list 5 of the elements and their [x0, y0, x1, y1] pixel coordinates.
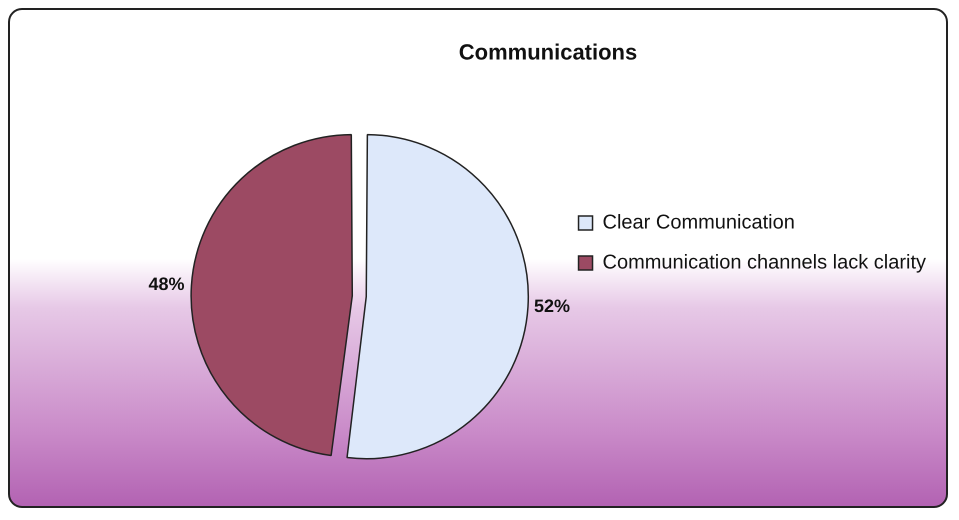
- data-label: 48%: [148, 274, 185, 294]
- chart-title: Communications: [458, 39, 638, 64]
- legend-label: Communication channels lack clarity: [602, 252, 926, 274]
- legend-label: Clear Communication: [602, 212, 795, 234]
- data-label: 52%: [534, 296, 570, 316]
